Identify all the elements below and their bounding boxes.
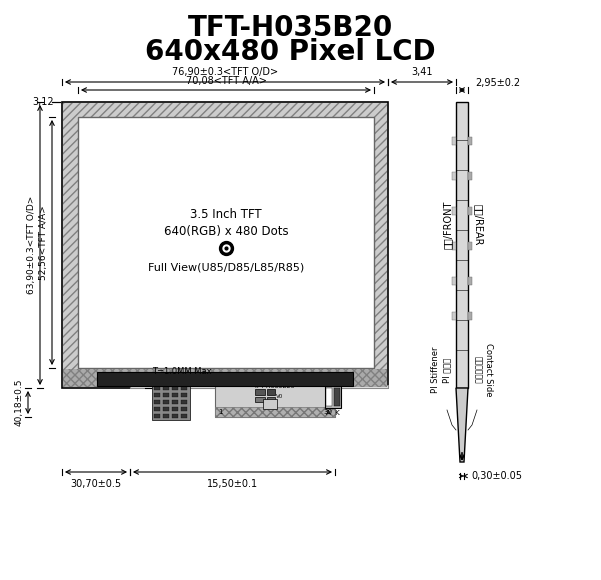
Bar <box>452 312 456 320</box>
Text: 40,18±0.5: 40,18±0.5 <box>15 379 24 426</box>
Bar <box>154 407 160 411</box>
Text: 5,00±0.5: 5,00±0.5 <box>135 342 144 384</box>
Bar <box>267 389 275 395</box>
Text: 3,12: 3,12 <box>32 97 54 107</box>
Text: 640(RGB) x 480 Dots: 640(RGB) x 480 Dots <box>163 225 288 238</box>
Bar <box>452 277 456 285</box>
Text: V0: V0 <box>276 394 284 400</box>
Bar <box>181 386 187 390</box>
Text: 1: 1 <box>218 409 222 415</box>
Text: Full View(U85/D85/L85/R85): Full View(U85/D85/L85/R85) <box>148 263 304 273</box>
Bar <box>63 103 387 387</box>
Bar <box>163 407 169 411</box>
Text: 15,50±0.1: 15,50±0.1 <box>207 479 258 489</box>
Bar <box>172 400 178 404</box>
Bar <box>163 414 169 418</box>
Bar <box>334 388 340 406</box>
Text: 固定接触面图: 固定接触面图 <box>474 356 483 384</box>
Text: TFT-H035B20: TFT-H035B20 <box>188 14 392 42</box>
Bar <box>452 137 456 145</box>
Bar <box>181 400 187 404</box>
Bar <box>154 393 160 397</box>
Text: 3.5 Inch TFT: 3.5 Inch TFT <box>190 208 262 221</box>
Text: 背面/REAR: 背面/REAR <box>473 204 483 246</box>
Bar <box>255 397 265 402</box>
Bar <box>163 393 169 397</box>
Bar <box>78 117 374 368</box>
Bar <box>267 397 275 402</box>
Text: 正面/FRONT: 正面/FRONT <box>443 201 453 249</box>
Bar <box>452 242 456 250</box>
Bar <box>154 414 160 418</box>
Bar <box>215 385 335 417</box>
Text: Contact Side: Contact Side <box>483 343 492 397</box>
Text: PI Stiffener: PI Stiffener <box>432 347 441 393</box>
Bar <box>97 372 353 386</box>
Text: 0,30±0.05: 0,30±0.05 <box>472 471 522 481</box>
Text: PI 加强板: PI 加强板 <box>442 357 451 383</box>
Text: 2,95±0.2: 2,95±0.2 <box>475 78 520 88</box>
Bar <box>163 400 169 404</box>
Text: 52,56<TFT A/A>: 52,56<TFT A/A> <box>39 205 48 280</box>
Polygon shape <box>456 388 468 462</box>
Bar <box>62 102 388 388</box>
Bar <box>172 414 178 418</box>
Bar <box>326 388 332 406</box>
Bar <box>215 407 335 417</box>
Bar <box>152 380 190 420</box>
Bar <box>181 407 187 411</box>
Text: 76,90±0.3<TFT O/D>: 76,90±0.3<TFT O/D> <box>172 67 278 77</box>
Text: 30,70±0.5: 30,70±0.5 <box>70 479 121 489</box>
Bar <box>468 277 472 285</box>
Bar <box>263 399 277 409</box>
Bar <box>456 102 468 388</box>
Bar <box>163 386 169 390</box>
Bar <box>130 385 388 388</box>
Bar <box>452 172 456 180</box>
Bar <box>468 207 472 215</box>
Bar <box>181 393 187 397</box>
Text: 30: 30 <box>323 409 332 415</box>
Bar <box>325 386 341 408</box>
Bar <box>468 172 472 180</box>
Bar <box>172 386 178 390</box>
Bar <box>172 393 178 397</box>
Bar <box>154 386 160 390</box>
Bar <box>63 369 387 387</box>
Text: 70,08<TFT A/A>: 70,08<TFT A/A> <box>186 76 266 86</box>
Text: A  K: A K <box>326 410 340 416</box>
Bar <box>468 242 472 250</box>
Text: 640x480 Pixel LCD: 640x480 Pixel LCD <box>145 38 435 66</box>
Text: TFT-H035B20: TFT-H035B20 <box>254 385 296 390</box>
Bar <box>468 137 472 145</box>
Bar <box>154 400 160 404</box>
Bar <box>255 389 265 395</box>
Text: 63,90±0.3<TFT O/D>: 63,90±0.3<TFT O/D> <box>27 196 36 294</box>
Bar <box>468 312 472 320</box>
Text: T=1.0MM Max: T=1.0MM Max <box>152 367 212 376</box>
Bar <box>172 407 178 411</box>
Text: 3,41: 3,41 <box>411 67 433 77</box>
Bar <box>452 207 456 215</box>
Bar <box>181 414 187 418</box>
